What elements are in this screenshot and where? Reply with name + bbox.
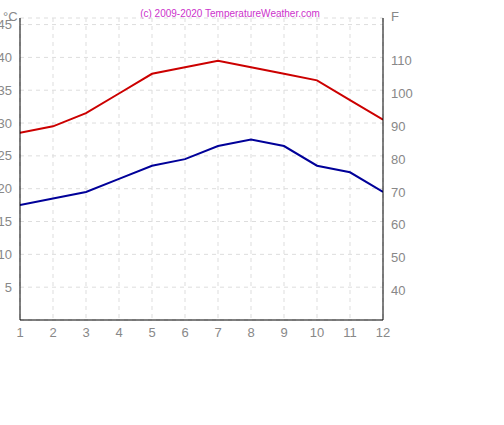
svg-text:110: 110 — [391, 53, 412, 68]
svg-text:20: 20 — [8, 181, 12, 196]
svg-text:50: 50 — [391, 250, 405, 265]
svg-text:10: 10 — [8, 247, 12, 262]
svg-text:7: 7 — [214, 325, 221, 340]
svg-text:35: 35 — [8, 83, 12, 98]
svg-text:2: 2 — [49, 325, 56, 340]
svg-text:3: 3 — [82, 325, 89, 340]
svg-text:40: 40 — [391, 283, 405, 298]
svg-text:1: 1 — [16, 325, 23, 340]
svg-text:15: 15 — [8, 214, 12, 229]
svg-text:10: 10 — [310, 325, 324, 340]
svg-text:90: 90 — [391, 119, 405, 134]
svg-text:5: 5 — [148, 325, 155, 340]
svg-text:11: 11 — [343, 325, 357, 340]
svg-text:30: 30 — [8, 116, 12, 131]
svg-text:8: 8 — [247, 325, 254, 340]
svg-text:60: 60 — [391, 217, 405, 232]
svg-text:40: 40 — [8, 50, 12, 65]
svg-text:4: 4 — [115, 325, 122, 340]
svg-text:6: 6 — [181, 325, 188, 340]
svg-text:12: 12 — [376, 325, 390, 340]
svg-text:100: 100 — [391, 86, 413, 101]
svg-text:70: 70 — [391, 185, 405, 200]
svg-text:9: 9 — [280, 325, 287, 340]
svg-text:5: 5 — [8, 280, 12, 295]
svg-text:80: 80 — [391, 152, 405, 167]
svg-text:25: 25 — [8, 148, 12, 163]
svg-text:45: 45 — [8, 17, 12, 32]
